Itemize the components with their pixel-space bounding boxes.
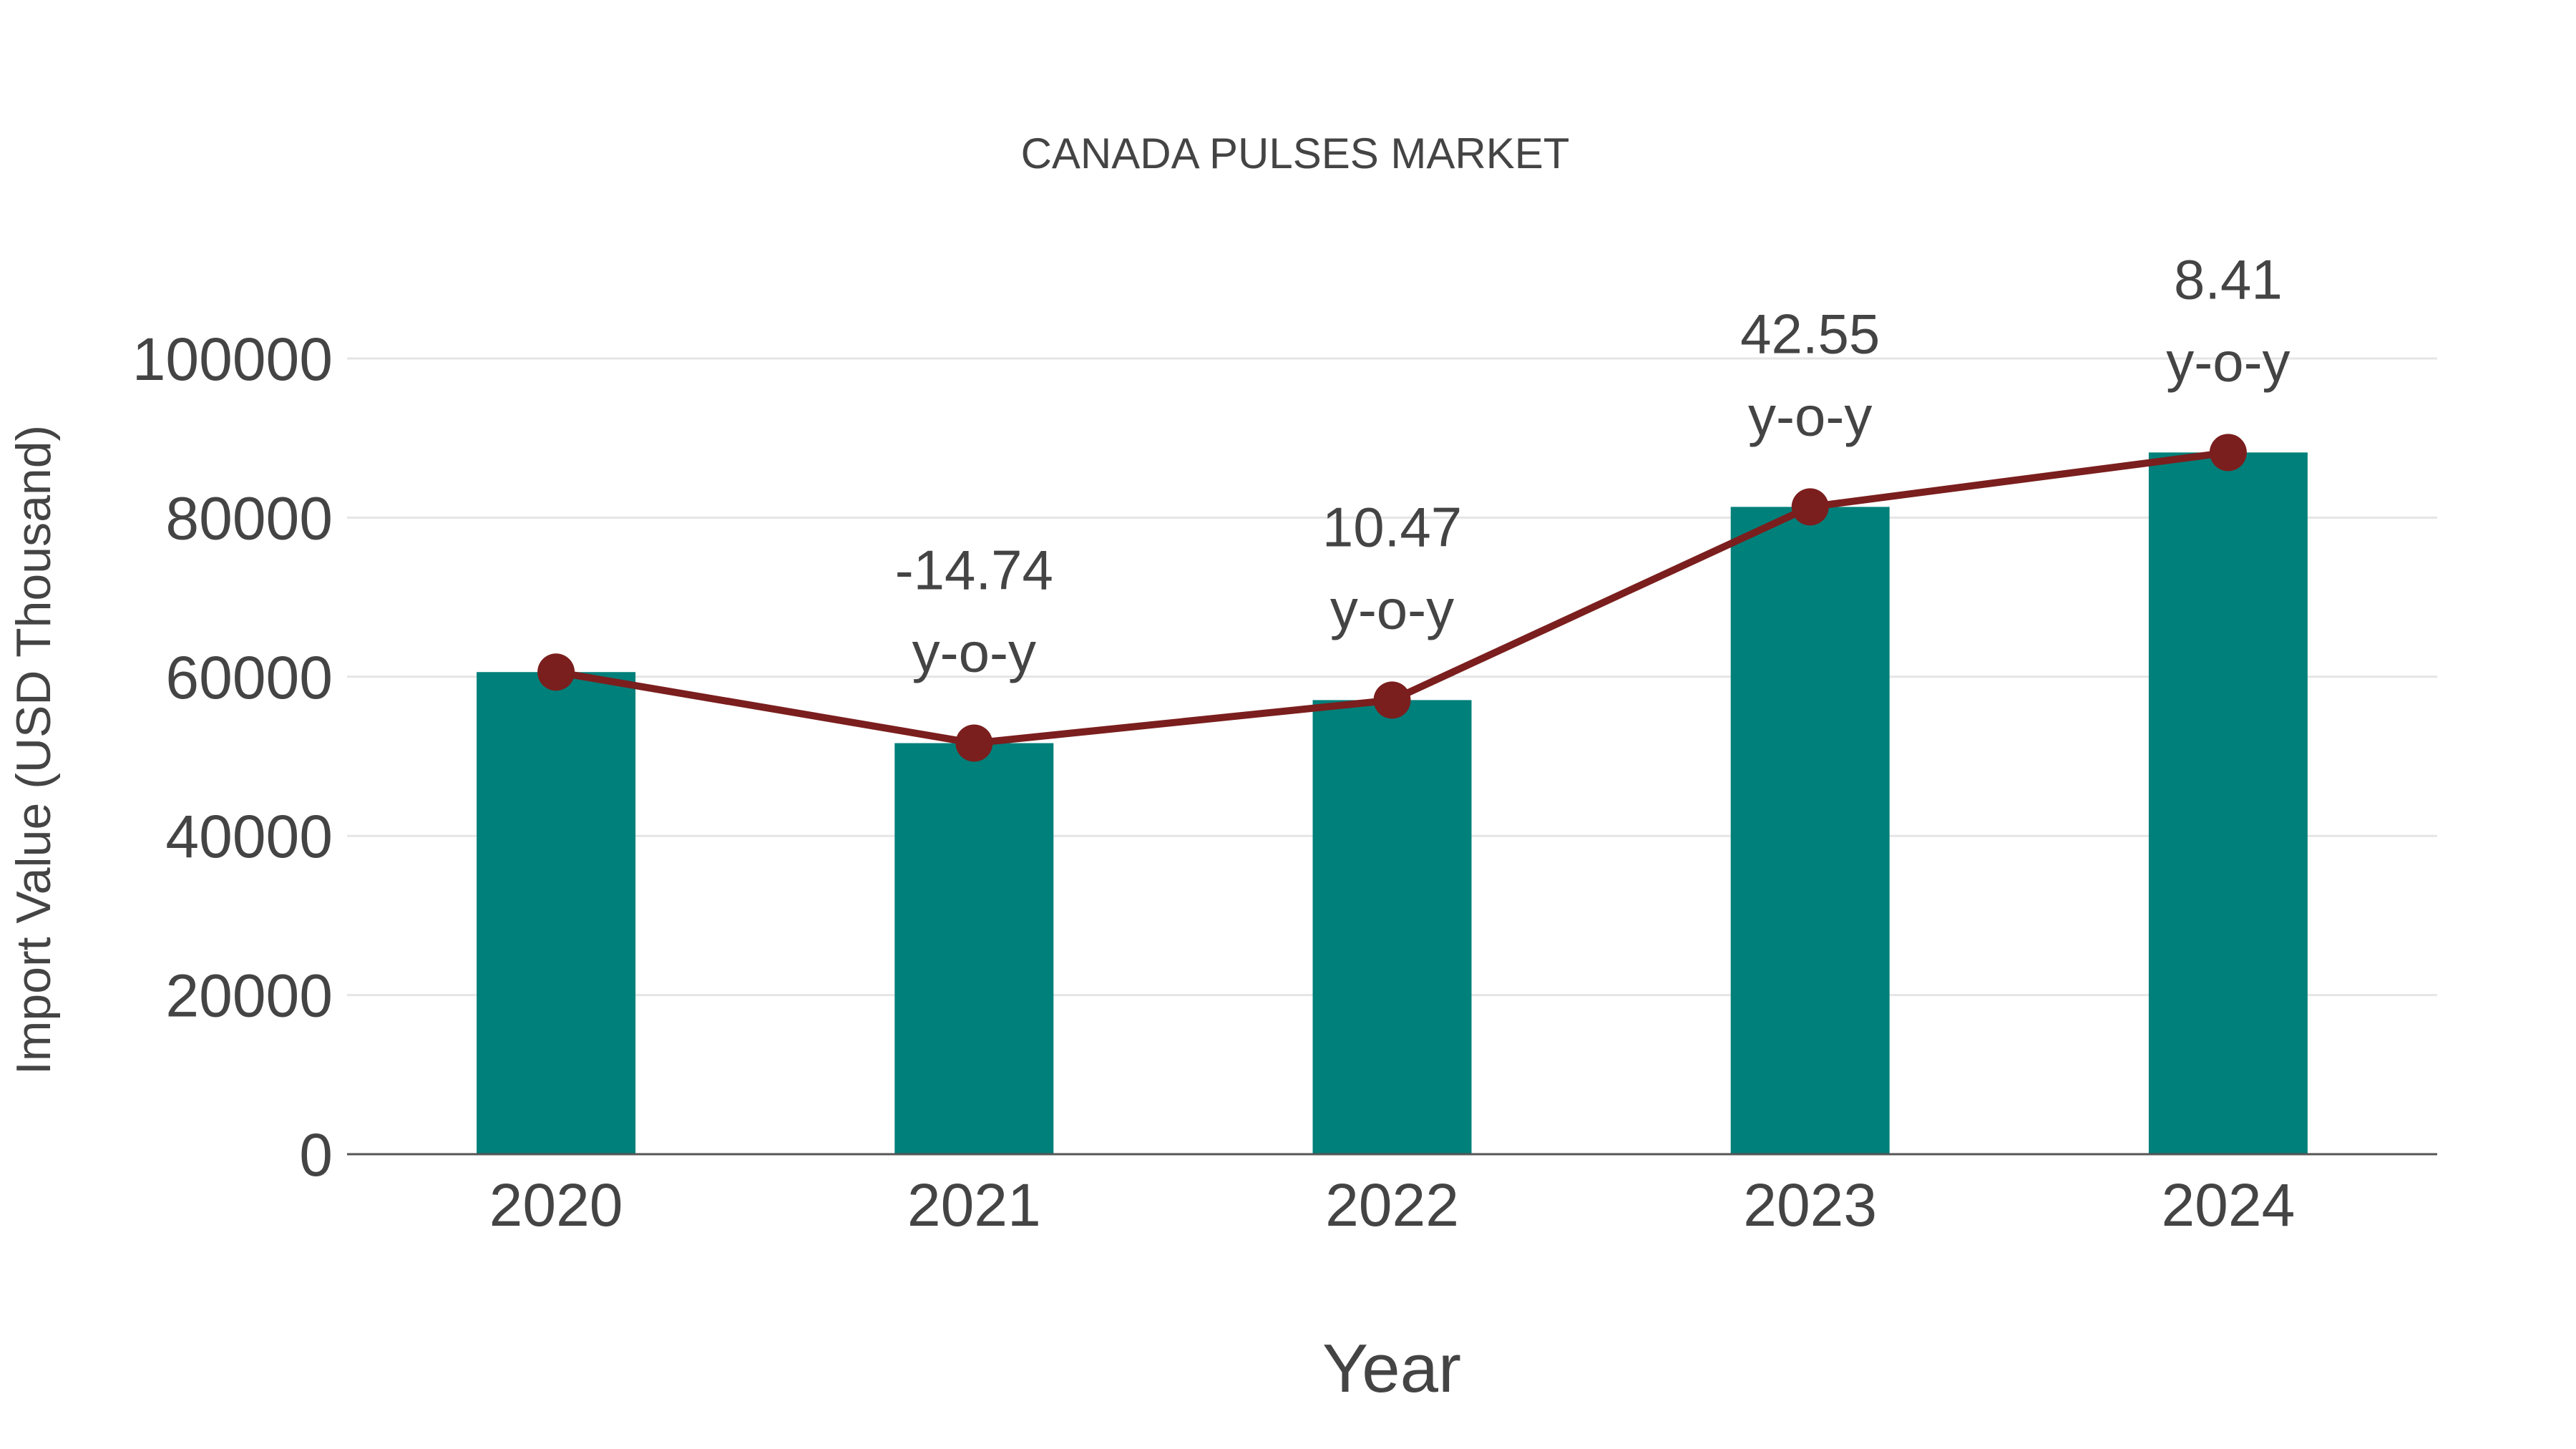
trend-point-2021	[955, 724, 993, 762]
tick-labels: 0 20000 40000 60000 80000 100000 2020 2021 2022 2…	[132, 248, 2296, 1239]
gridlines	[347, 357, 2437, 997]
yoy-unit-label: y-o-y	[1748, 384, 1872, 447]
yoy-unit-label: y-o-y	[1330, 577, 1454, 640]
x-tick-label: 2020	[489, 1171, 623, 1239]
trend-point-2020	[537, 653, 575, 691]
y-tick-label: 80000	[165, 484, 333, 552]
y-tick-label: 100000	[132, 326, 333, 393]
x-tick-label: 2023	[1743, 1171, 1877, 1239]
y-tick-label: 0	[299, 1121, 333, 1189]
yoy-value-label: 8.41	[2174, 248, 2283, 311]
bar-2023	[1730, 507, 1890, 1154]
bars	[477, 452, 2308, 1154]
trend-line-group	[537, 434, 2247, 762]
x-tick-label: 2021	[907, 1171, 1041, 1239]
x-axis-title: Year	[1322, 1330, 1461, 1407]
y-tick-label: 40000	[165, 803, 333, 870]
yoy-value-label: 42.55	[1740, 302, 1880, 365]
bar-2021	[894, 743, 1054, 1154]
yoy-value-label: 10.47	[1322, 495, 1462, 558]
yoy-value-label: -14.74	[895, 539, 1053, 602]
yoy-unit-label: y-o-y	[2166, 330, 2290, 393]
x-tick-label: 2024	[2161, 1171, 2295, 1239]
bar-2020	[477, 672, 636, 1154]
bar-2022	[1312, 700, 1472, 1154]
yoy-unit-label: y-o-y	[912, 621, 1036, 684]
y-tick-label: 20000	[165, 962, 333, 1030]
y-tick-label: 60000	[165, 644, 333, 711]
trend-point-2024	[2209, 434, 2247, 472]
trend-point-2023	[1791, 488, 1829, 526]
x-tick-label: 2022	[1325, 1171, 1459, 1239]
chart-title: CANADA PULSES MARKET	[1021, 130, 1570, 177]
trend-point-2022	[1373, 681, 1411, 719]
bar-2024	[2148, 452, 2308, 1154]
y-axis-title: Import Value (USD Thousand)	[6, 425, 61, 1075]
